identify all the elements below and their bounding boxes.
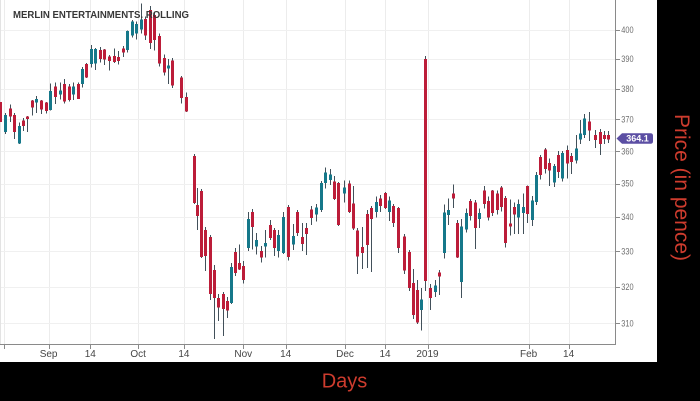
svg-text:Feb: Feb [520, 349, 538, 360]
svg-text:400: 400 [621, 25, 633, 35]
svg-text:370: 370 [621, 115, 633, 125]
svg-text:14: 14 [379, 349, 391, 360]
svg-text:2019: 2019 [416, 349, 439, 360]
svg-text:Price (in pence): Price (in pence) [670, 114, 693, 261]
svg-text:14: 14 [178, 349, 190, 360]
svg-text:350: 350 [621, 179, 633, 189]
svg-text:Oct: Oct [130, 349, 146, 360]
svg-text:Sep: Sep [40, 349, 58, 360]
svg-text:380: 380 [621, 84, 633, 94]
svg-text:310: 310 [621, 318, 633, 328]
svg-text:Nov: Nov [234, 349, 252, 360]
svg-text:14: 14 [85, 349, 97, 360]
svg-text:14: 14 [563, 349, 575, 360]
svg-text:340: 340 [621, 212, 633, 222]
svg-text:Dec: Dec [336, 349, 354, 360]
svg-text:390: 390 [621, 54, 633, 64]
svg-text:14: 14 [280, 349, 292, 360]
svg-text:Days: Days [322, 370, 368, 392]
svg-text:MERLIN ENTERTAINMENTS. ROLLING: MERLIN ENTERTAINMENTS. ROLLING [13, 9, 189, 21]
svg-text:330: 330 [621, 246, 633, 256]
svg-text:364.1: 364.1 [626, 134, 649, 144]
svg-text:360: 360 [621, 146, 633, 156]
svg-text:320: 320 [621, 282, 633, 292]
